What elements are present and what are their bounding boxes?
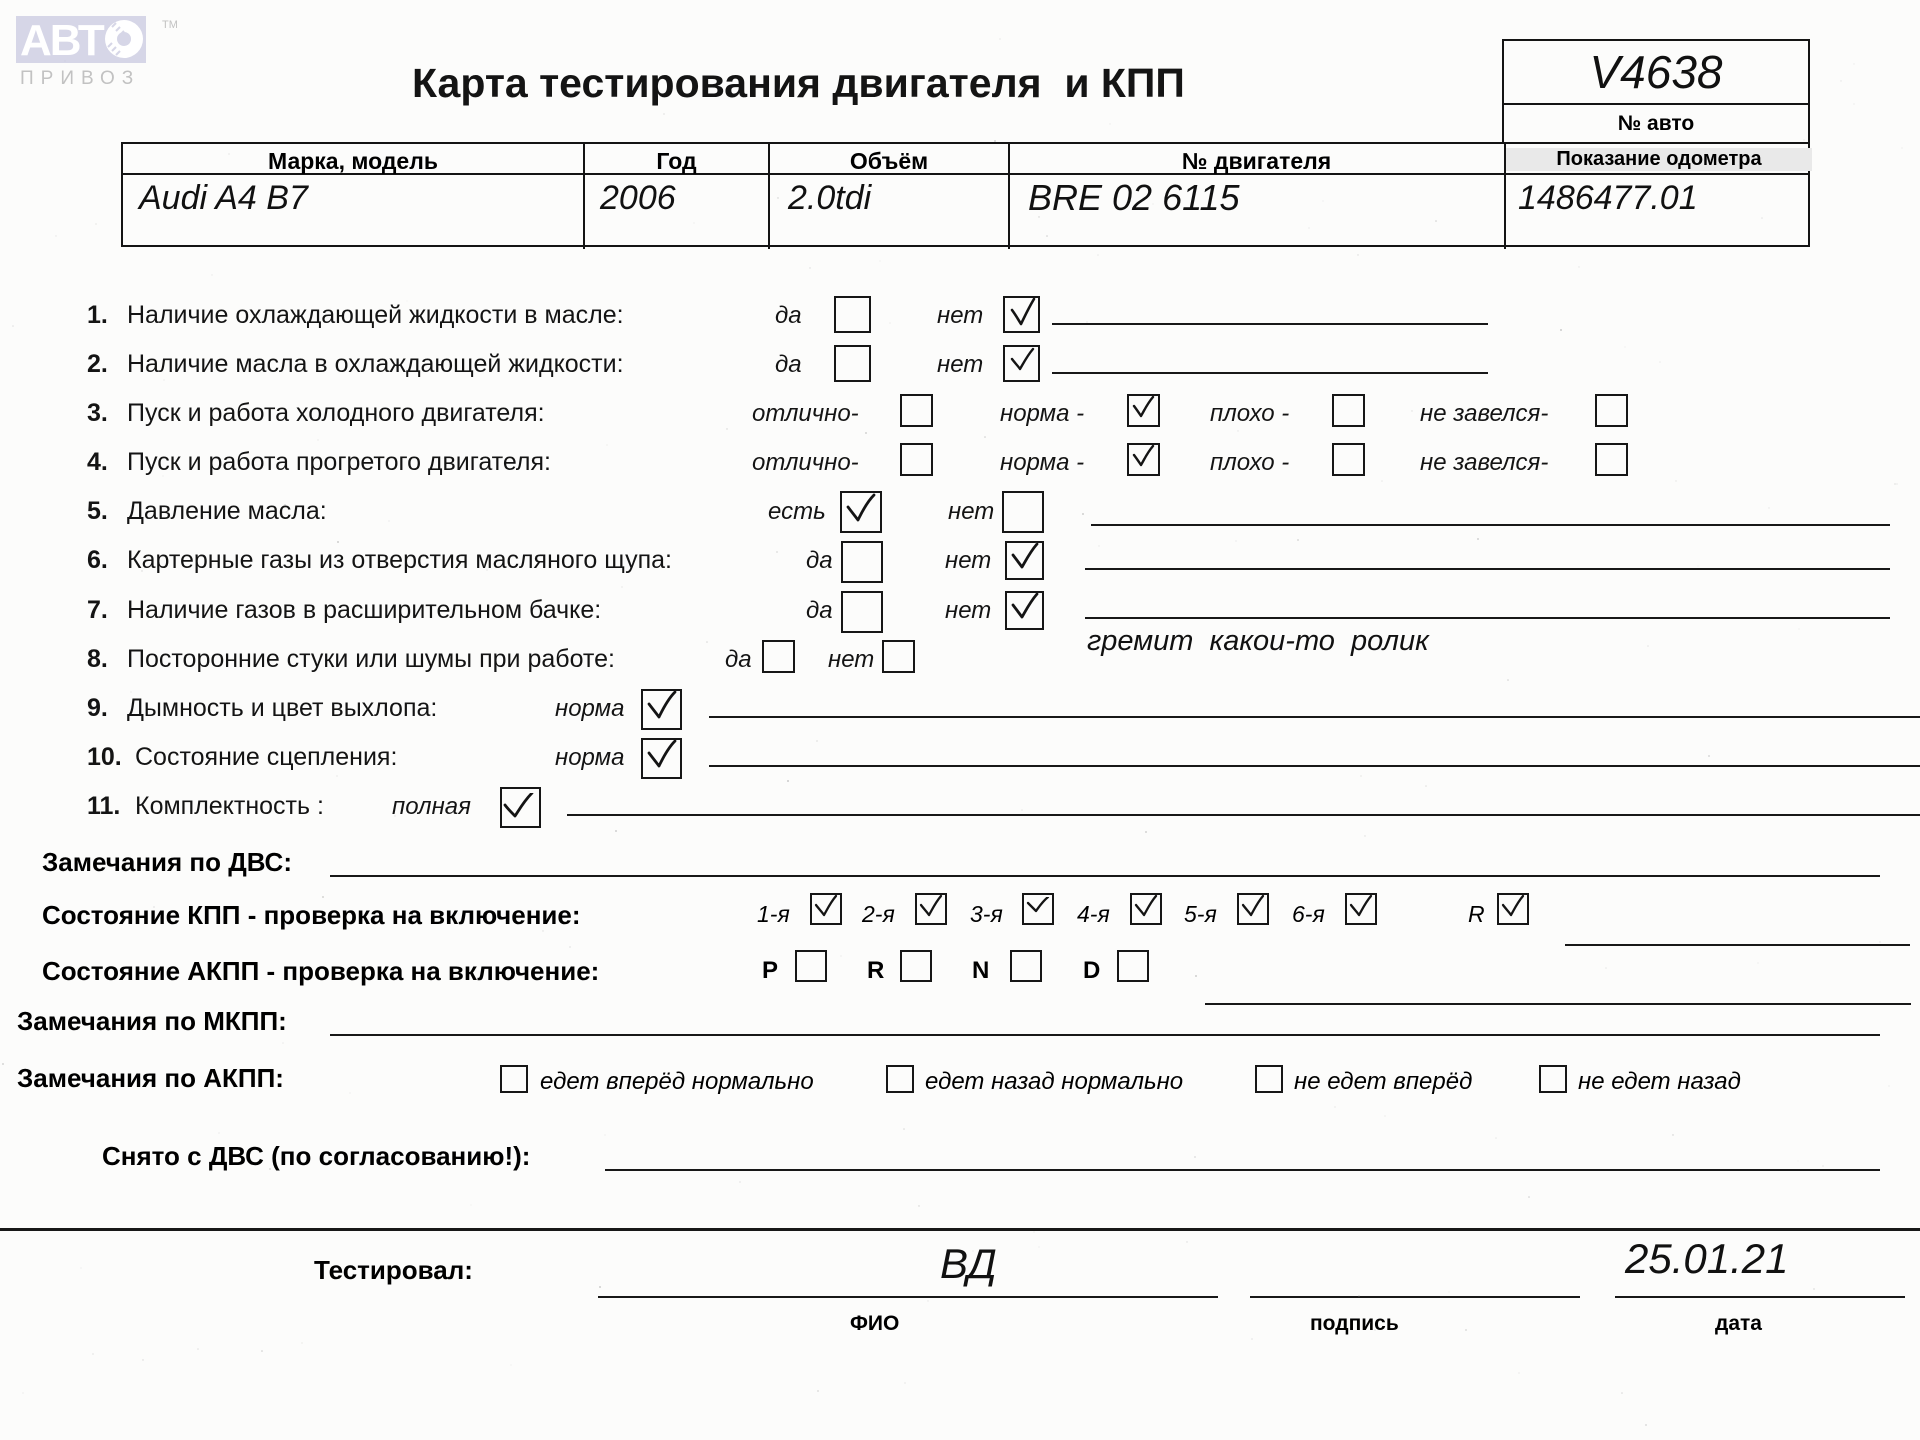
svg-text:TM: TM <box>162 19 178 31</box>
svg-text:ПРИВОЗ: ПРИВОЗ <box>20 68 140 89</box>
svg-text:АВТ: АВТ <box>20 16 105 65</box>
